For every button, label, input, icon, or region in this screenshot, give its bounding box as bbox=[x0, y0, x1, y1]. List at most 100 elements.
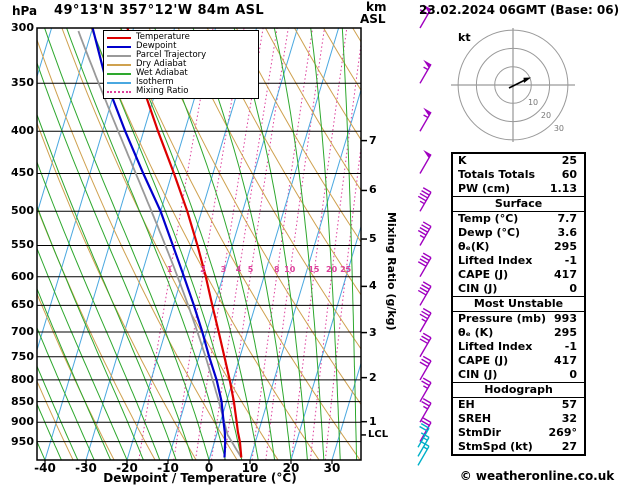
isotherm-line bbox=[249, 88, 361, 460]
temp-tick-label: -10 bbox=[157, 461, 179, 475]
pressure-tick-label: 750 bbox=[11, 349, 34, 363]
pressure-tick-label: 850 bbox=[11, 394, 34, 408]
table-row-value: 417 bbox=[554, 354, 577, 367]
table-row-label: Pressure (mb) bbox=[458, 312, 546, 325]
page-title: 49°13'N 357°12'W 84m ASL bbox=[54, 3, 265, 18]
legend: Temperature Dewpoint Parcel Trajectory Dry … bbox=[103, 30, 259, 99]
legend-swatch bbox=[107, 81, 131, 84]
mixing-ratio-value-label: 10 bbox=[284, 265, 296, 274]
pressure-tick-label: 650 bbox=[11, 298, 34, 312]
legend-label: Isotherm bbox=[136, 77, 174, 87]
legend-swatch bbox=[107, 54, 131, 57]
km-tick-label: 4 bbox=[369, 279, 377, 293]
legend-label: Dry Adiabat bbox=[136, 59, 187, 69]
table-row-label: SREH bbox=[458, 412, 492, 425]
table-row-label: CIN (J) bbox=[458, 282, 498, 295]
mixing-ratio-value-label: 20 bbox=[326, 265, 338, 274]
table-row-label: CAPE (J) bbox=[458, 268, 509, 281]
km-tick-label: 1 bbox=[369, 414, 377, 428]
legend-item-parcel-trajectory: Parcel Trajectory bbox=[107, 51, 255, 60]
table-row-label: Temp (°C) bbox=[458, 212, 519, 225]
temp-tick-label: 20 bbox=[282, 461, 300, 475]
table-row-label: Lifted Index bbox=[458, 254, 533, 267]
mixing-ratio-value-label: 25 bbox=[340, 265, 352, 274]
legend-label: Dewpoint bbox=[136, 41, 177, 51]
wet-adiabat-line bbox=[37, 402, 62, 460]
copyright: © weatheronline.co.uk bbox=[459, 469, 615, 483]
table-section-header: Hodograph bbox=[453, 382, 584, 398]
table-row: Lifted Index -1 bbox=[453, 254, 584, 268]
pressure-tick-label: 700 bbox=[11, 325, 34, 339]
mixing-ratio-line bbox=[251, 28, 314, 460]
isotherm-line bbox=[331, 361, 361, 460]
legend-label: Temperature bbox=[136, 32, 190, 42]
km-tick-label: 7 bbox=[369, 133, 377, 147]
table-row-value: 993 bbox=[554, 312, 577, 325]
legend-label: Mixing Ratio bbox=[136, 86, 189, 96]
hodograph-ring-label: 30 bbox=[554, 124, 564, 133]
table-row-value: 1.13 bbox=[549, 182, 577, 195]
table-row-value: 3.6 bbox=[557, 226, 578, 239]
table-row: StmDir 269° bbox=[453, 426, 584, 440]
table-row-value: 57 bbox=[561, 398, 577, 411]
legend-item-wet-adiabat: Wet Adiabat bbox=[107, 69, 255, 78]
mixing-ratio-value-label: 4 bbox=[236, 265, 242, 274]
mixing-ratio-value-label: 5 bbox=[248, 265, 254, 274]
mixing-ratio-value-label: 15 bbox=[308, 265, 320, 274]
table-row: CAPE (J) 417 bbox=[453, 268, 584, 282]
pressure-tick-label: 400 bbox=[11, 124, 34, 138]
datetime-label: 23.02.2024 06GMT (Base: 06) bbox=[419, 3, 620, 17]
dry-adiabat-line bbox=[37, 380, 74, 460]
legend-item-isotherm: Isotherm bbox=[107, 78, 255, 87]
isotherm-line bbox=[85, 28, 217, 460]
altitude-axis-unit-asl: ASL bbox=[360, 12, 386, 26]
table-row-value: 0 bbox=[569, 282, 577, 295]
table-row: Temp (°C) 7.7 bbox=[453, 212, 584, 226]
x-axis-label: Dewpoint / Temperature (°C) bbox=[103, 471, 297, 485]
legend-label: Wet Adiabat bbox=[136, 68, 188, 78]
table-row: PW (cm) 1.13 bbox=[453, 182, 584, 196]
indices-table: K 25 Totals Totals 60 PW (cm) 1.13 Surface Temp… bbox=[451, 152, 586, 456]
dry-adiabat-line bbox=[235, 28, 361, 243]
wind-barb bbox=[419, 377, 432, 403]
wind-barb bbox=[419, 107, 432, 132]
altitude-axis-unit-km: km bbox=[366, 0, 387, 14]
table-row-value: 295 bbox=[554, 240, 577, 253]
table-row-label: StmDir bbox=[458, 426, 501, 439]
hodograph-ring bbox=[475, 47, 551, 123]
legend-swatch bbox=[107, 45, 131, 48]
mixing-ratio-line bbox=[291, 28, 348, 460]
table-row: StmSpd (kt) 27 bbox=[453, 440, 584, 454]
hodograph-trace bbox=[508, 78, 527, 89]
wind-barb bbox=[419, 4, 432, 29]
legend-swatch bbox=[107, 36, 131, 39]
pressure-axis-unit: hPa bbox=[12, 4, 38, 18]
table-row-label: CAPE (J) bbox=[458, 354, 509, 367]
legend-item-temperature: Temperature bbox=[107, 33, 255, 42]
pressure-tick-label: 350 bbox=[11, 76, 34, 90]
wind-barb bbox=[419, 417, 432, 442]
table-row-value: 417 bbox=[554, 268, 577, 281]
table-row: SREH 32 bbox=[453, 412, 584, 426]
table-row: Pressure (mb) 993 bbox=[453, 312, 584, 326]
pressure-tick-label: 450 bbox=[11, 166, 34, 180]
wind-barb bbox=[417, 187, 432, 212]
wind-barb bbox=[417, 441, 430, 466]
wet-adiabat-line bbox=[37, 326, 95, 460]
plot-frame bbox=[36, 27, 362, 461]
pressure-tick-label: 500 bbox=[11, 204, 34, 218]
table-row: CIN (J) 0 bbox=[453, 368, 584, 382]
table-row-label: Totals Totals bbox=[458, 168, 536, 181]
hodograph-ring bbox=[494, 66, 532, 104]
legend-label: Parcel Trajectory bbox=[136, 50, 207, 60]
table-section-header: Surface bbox=[453, 196, 584, 212]
table-row: EH 57 bbox=[453, 398, 584, 412]
wind-barb bbox=[417, 281, 432, 306]
dry-adiabat-line bbox=[265, 28, 361, 192]
dry-adiabat-line bbox=[206, 28, 361, 296]
table-row-label: CIN (J) bbox=[458, 368, 498, 381]
temp-tick-label: -30 bbox=[75, 461, 97, 475]
table-row-label: Lifted Index bbox=[458, 340, 533, 353]
wind-barb bbox=[419, 307, 432, 333]
table-row-value: 269° bbox=[548, 426, 577, 439]
